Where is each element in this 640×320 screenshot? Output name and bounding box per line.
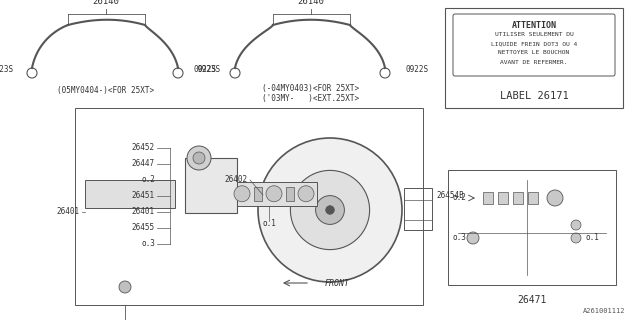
Circle shape <box>571 220 581 230</box>
Circle shape <box>326 206 334 214</box>
Circle shape <box>291 170 370 250</box>
Bar <box>75 108 423 305</box>
Text: AVANT DE REFERMER.: AVANT DE REFERMER. <box>500 60 568 65</box>
Text: o.1: o.1 <box>262 219 276 228</box>
Circle shape <box>266 186 282 202</box>
Text: 26471: 26471 <box>517 295 547 305</box>
Text: o.1: o.1 <box>586 234 600 243</box>
Circle shape <box>187 146 211 170</box>
Text: LABEL 26171: LABEL 26171 <box>500 91 568 101</box>
Text: UTILISER SEULEMENT DU: UTILISER SEULEMENT DU <box>495 33 573 37</box>
Bar <box>528 192 538 204</box>
Text: 26447: 26447 <box>132 159 155 169</box>
Text: ('03MY-   )<EXT.25XT>: ('03MY- )<EXT.25XT> <box>262 93 360 102</box>
Circle shape <box>467 232 479 244</box>
Text: 26455: 26455 <box>132 223 155 233</box>
Text: 26402: 26402 <box>225 175 248 185</box>
Text: 26140: 26140 <box>298 0 324 6</box>
Circle shape <box>234 186 250 202</box>
Text: 26401: 26401 <box>132 207 155 217</box>
Text: ATTENTION: ATTENTION <box>511 20 557 29</box>
Bar <box>445 8 623 108</box>
Circle shape <box>316 196 344 224</box>
Circle shape <box>193 152 205 164</box>
Circle shape <box>258 138 402 282</box>
Text: 0922S: 0922S <box>405 66 428 75</box>
Bar <box>237 182 317 206</box>
Text: o.3: o.3 <box>452 234 466 243</box>
Text: 0923S: 0923S <box>0 66 14 75</box>
Text: LIQUIDE FREIN DOT3 OU 4: LIQUIDE FREIN DOT3 OU 4 <box>491 42 577 46</box>
Text: o.2: o.2 <box>452 194 466 203</box>
Text: 26140: 26140 <box>93 0 120 6</box>
Bar <box>286 187 294 201</box>
Bar <box>483 192 493 204</box>
Text: (-04MY0403)<FOR 25XT>: (-04MY0403)<FOR 25XT> <box>262 84 360 92</box>
Circle shape <box>571 233 581 243</box>
Bar <box>513 192 523 204</box>
Text: (05MY0404-)<FOR 25XT>: (05MY0404-)<FOR 25XT> <box>58 85 155 94</box>
Bar <box>498 192 508 204</box>
Text: o.3: o.3 <box>141 239 155 249</box>
Text: o.2: o.2 <box>141 175 155 185</box>
Bar <box>85 180 175 208</box>
Text: 26452: 26452 <box>132 143 155 153</box>
Bar <box>404 188 432 230</box>
Text: 26454B: 26454B <box>436 190 464 199</box>
Text: 0922S: 0922S <box>194 66 217 75</box>
Bar <box>448 170 616 285</box>
Text: NETTOYER LE BOUCHON: NETTOYER LE BOUCHON <box>499 51 570 55</box>
Text: 26451: 26451 <box>132 191 155 201</box>
Text: FRONT: FRONT <box>325 278 350 287</box>
Circle shape <box>547 190 563 206</box>
Bar <box>185 158 237 213</box>
Circle shape <box>298 186 314 202</box>
Bar <box>254 187 262 201</box>
Text: 26401: 26401 <box>57 207 80 217</box>
Circle shape <box>119 281 131 293</box>
Text: A261001112: A261001112 <box>582 308 625 314</box>
Text: 0923S: 0923S <box>198 66 221 75</box>
